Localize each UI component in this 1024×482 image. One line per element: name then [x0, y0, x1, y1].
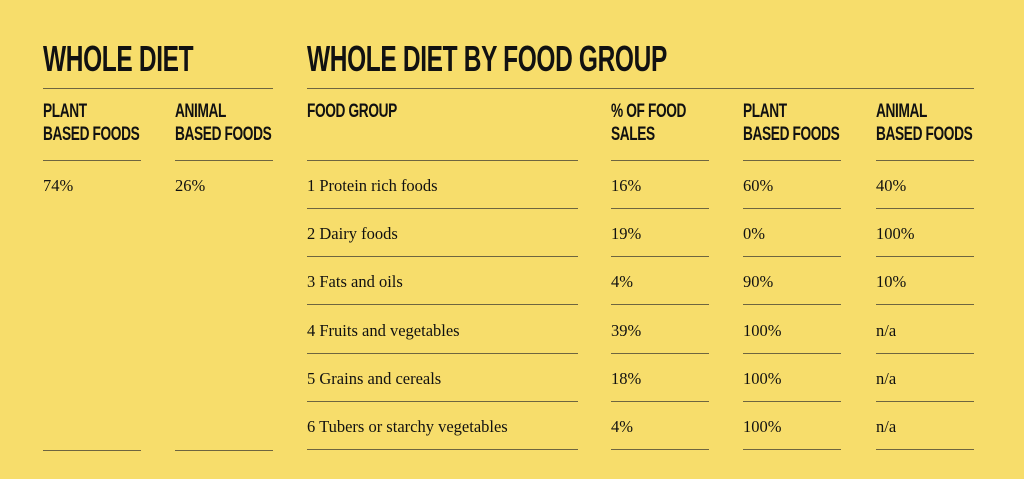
- divider: [307, 401, 578, 402]
- divider: [876, 208, 974, 209]
- divider: [743, 208, 841, 209]
- sales-share-cell: 19%: [611, 224, 642, 244]
- divider: [307, 353, 578, 354]
- sales-share-cell: 4%: [611, 417, 633, 436]
- divider: [876, 401, 974, 402]
- food-group-cell: 1 Protein rich foods: [307, 176, 438, 195]
- divider: [876, 353, 974, 354]
- animal-share-cell: n/a: [876, 417, 897, 436]
- plant-share-cell: 90%: [743, 272, 774, 292]
- bottom-edge: [0, 479, 1024, 482]
- divider: [611, 449, 709, 450]
- divider: [743, 353, 841, 354]
- food-group-cell: 6 Tubers or starchy vegetables: [307, 417, 508, 436]
- divider: [307, 449, 578, 450]
- animal-share-cell: 100%: [876, 224, 915, 244]
- divider: [876, 449, 974, 450]
- by-group-title: WHOLE DIET BY FOOD GROUP: [307, 38, 667, 79]
- plant-header: PLANT BASED FOODS: [43, 101, 140, 145]
- divider: [43, 88, 273, 89]
- plant-header: PLANT BASED FOODS: [743, 101, 840, 145]
- divider: [611, 256, 709, 257]
- sales-share-cell: 39%: [611, 320, 642, 340]
- sales-header: % OF FOOD SALES: [611, 101, 687, 145]
- divider: [307, 88, 974, 89]
- divider: [876, 304, 974, 305]
- divider: [743, 256, 841, 257]
- divider: [307, 208, 578, 209]
- divider: [307, 256, 578, 257]
- plant-share-cell: 0%: [743, 224, 765, 244]
- animal-header: ANIMAL BASED FOODS: [876, 101, 973, 145]
- animal-share-cell: 10%: [876, 272, 907, 292]
- animal-share-cell: 40%: [876, 176, 907, 195]
- animal-header: ANIMAL BASED FOODS: [175, 101, 272, 145]
- divider: [307, 304, 578, 305]
- plant-share-cell: 100%: [743, 417, 782, 436]
- divider: [175, 160, 273, 161]
- divider: [611, 304, 709, 305]
- sales-share-cell: 4%: [611, 272, 633, 292]
- animal-share-cell: n/a: [876, 368, 897, 388]
- plant-share-cell: 100%: [743, 368, 782, 388]
- divider: [876, 256, 974, 257]
- divider: [175, 450, 273, 451]
- divider: [743, 160, 841, 161]
- divider: [43, 160, 141, 161]
- plant-value: 74%: [43, 176, 74, 195]
- divider: [43, 450, 141, 451]
- divider: [611, 208, 709, 209]
- sales-share-cell: 18%: [611, 368, 642, 388]
- food-group-cell: 5 Grains and cereals: [307, 368, 442, 388]
- whole-diet-title: WHOLE DIET: [43, 38, 194, 79]
- divider: [743, 449, 841, 450]
- plant-share-cell: 60%: [743, 176, 774, 195]
- food-group-cell: 3 Fats and oils: [307, 272, 403, 292]
- divider: [611, 160, 709, 161]
- divider: [611, 401, 709, 402]
- food-group-cell: 4 Fruits and vegetables: [307, 320, 460, 340]
- food-group-header: FOOD GROUP: [307, 101, 397, 122]
- divider: [743, 304, 841, 305]
- divider: [307, 160, 578, 161]
- food-group-cell: 2 Dairy foods: [307, 224, 398, 244]
- divider: [611, 353, 709, 354]
- animal-share-cell: n/a: [876, 320, 897, 340]
- sales-share-cell: 16%: [611, 176, 642, 195]
- divider: [876, 160, 974, 161]
- divider: [743, 401, 841, 402]
- animal-value: 26%: [175, 176, 206, 195]
- plant-share-cell: 100%: [743, 320, 782, 340]
